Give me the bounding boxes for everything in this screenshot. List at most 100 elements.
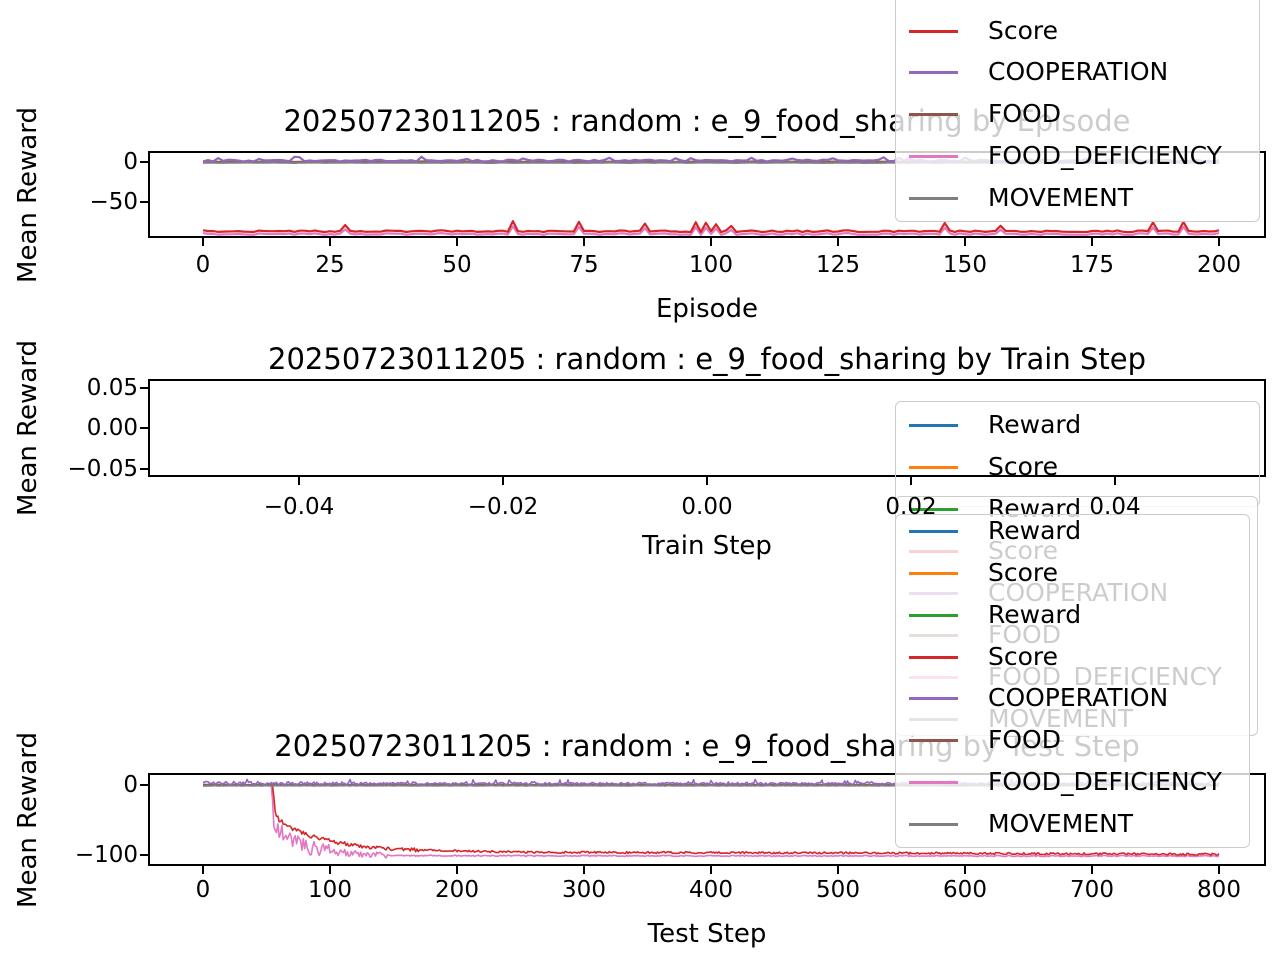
y-tick-label: 0	[123, 149, 138, 175]
x-tick-mark	[710, 866, 712, 874]
y-tick-mark	[140, 387, 148, 389]
y-tick-mark	[140, 161, 148, 163]
legend-entry: Score	[896, 452, 1259, 482]
legend-line-swatch	[909, 466, 958, 469]
legend-train: Reward Score	[895, 401, 1260, 507]
legend-entry-label: FOOD_DEFICIENCY	[988, 141, 1222, 170]
legend-line-swatch	[909, 424, 958, 427]
subplot-train-title: 20250723011205 : random : e_9_food_shari…	[268, 342, 1146, 376]
legend-line-swatch	[909, 697, 958, 700]
legend-entry-label: Reward	[988, 600, 1082, 629]
x-tick-label: 0	[195, 877, 211, 903]
y-tick-label: −50	[89, 189, 138, 215]
series-line-food_deficiency	[202, 225, 1220, 236]
legend-entry-label: COOPERATION	[988, 683, 1169, 712]
x-tick-mark	[456, 866, 458, 874]
x-tick-label: 500	[816, 877, 860, 903]
legend-entry: Score	[896, 642, 1249, 672]
x-tick-mark	[502, 477, 504, 485]
legend-entry: COOPERATION	[896, 683, 1249, 713]
x-tick-mark	[706, 477, 708, 485]
y-tick-mark	[140, 854, 148, 856]
x-tick-mark	[1218, 238, 1220, 246]
x-tick-label: 25	[315, 252, 345, 278]
legend-line-swatch	[909, 71, 958, 74]
train-y-axis-label: Mean Reward	[13, 340, 43, 516]
x-tick-mark	[910, 477, 912, 485]
x-tick-label: 0.02	[885, 494, 937, 520]
series-line-score	[202, 784, 1220, 856]
x-tick-label: 0.04	[1089, 494, 1141, 520]
legend-entry-label: Reward	[988, 516, 1082, 545]
x-tick-mark	[202, 238, 204, 246]
legend-entry: Reward	[896, 600, 1249, 630]
x-tick-label: 150	[943, 252, 987, 278]
series-line-food_deficiency	[202, 784, 1220, 859]
x-tick-mark	[1091, 866, 1093, 874]
legend-entry-label: Score	[988, 16, 1059, 45]
x-tick-label: 0	[195, 252, 211, 278]
train-x-axis-label: Train Step	[642, 531, 772, 561]
x-tick-mark	[329, 238, 331, 246]
legend-entry: FOOD_DEFICIENCY	[896, 767, 1249, 797]
legend-entry-label: MOVEMENT	[988, 183, 1134, 212]
legend-line-swatch	[909, 781, 958, 784]
legend-entry: MOVEMENT	[896, 809, 1249, 839]
legend-line-swatch	[909, 823, 958, 826]
legend-entry-label: FOOD_DEFICIENCY	[988, 767, 1222, 796]
series-line-score	[202, 220, 1220, 234]
x-tick-label: 175	[1070, 252, 1114, 278]
legend-line-swatch	[909, 530, 958, 533]
axes-episode	[148, 151, 1266, 238]
x-tick-mark	[456, 238, 458, 246]
test-x-axis-label: Test Step	[647, 919, 767, 949]
x-tick-mark	[202, 866, 204, 874]
legend-line-swatch	[909, 155, 958, 158]
x-tick-label: 300	[562, 877, 606, 903]
x-tick-mark	[964, 238, 966, 246]
x-tick-label: −0.02	[467, 494, 539, 520]
x-tick-label: 125	[816, 252, 860, 278]
legend-entry-label: COOPERATION	[988, 57, 1169, 86]
y-tick-label: −0.05	[67, 456, 138, 482]
legend-line-swatch	[909, 656, 958, 659]
legend-entry: FOOD	[896, 99, 1259, 129]
episode-y-axis-label: Mean Reward	[13, 107, 43, 283]
legend-line-swatch	[909, 508, 958, 511]
legend-line-swatch	[909, 572, 958, 575]
y-tick-mark	[140, 784, 148, 786]
legend-entry: Reward	[896, 516, 1249, 546]
legend-line-swatch	[909, 197, 958, 200]
x-tick-mark	[964, 866, 966, 874]
legend-test: Reward Score Reward Score COOPERATION FOOD FOO…	[895, 514, 1250, 848]
legend-entry-label: Score	[988, 452, 1059, 481]
legend-entry: Reward	[896, 410, 1259, 440]
x-tick-mark	[710, 238, 712, 246]
x-tick-label: 0.00	[681, 494, 733, 520]
x-tick-mark	[1218, 866, 1220, 874]
x-tick-mark	[837, 238, 839, 246]
x-tick-mark	[1091, 238, 1093, 246]
x-tick-label: 400	[689, 877, 733, 903]
x-tick-label: 700	[1070, 877, 1114, 903]
legend-entry-label: Score	[988, 558, 1059, 587]
x-tick-label: −0.04	[263, 494, 335, 520]
y-tick-mark	[140, 427, 148, 429]
episode-x-axis-label: Episode	[655, 294, 759, 324]
x-tick-label: 100	[308, 877, 352, 903]
y-tick-label: 0.00	[86, 415, 138, 441]
legend-entry-label: MOVEMENT	[988, 809, 1134, 838]
x-tick-label: 800	[1197, 877, 1241, 903]
y-tick-label: 0	[123, 772, 138, 798]
legend-line-swatch	[909, 739, 958, 742]
y-tick-mark	[140, 468, 148, 470]
x-tick-label: 100	[689, 252, 733, 278]
legend-entry: MOVEMENT	[896, 183, 1259, 213]
legend-entry: FOOD	[896, 725, 1249, 755]
y-tick-label: −100	[74, 842, 138, 868]
legend-entry-label: Reward	[988, 410, 1082, 439]
x-tick-mark	[1114, 477, 1116, 485]
x-tick-mark	[837, 866, 839, 874]
y-tick-label: 0.05	[86, 375, 138, 401]
